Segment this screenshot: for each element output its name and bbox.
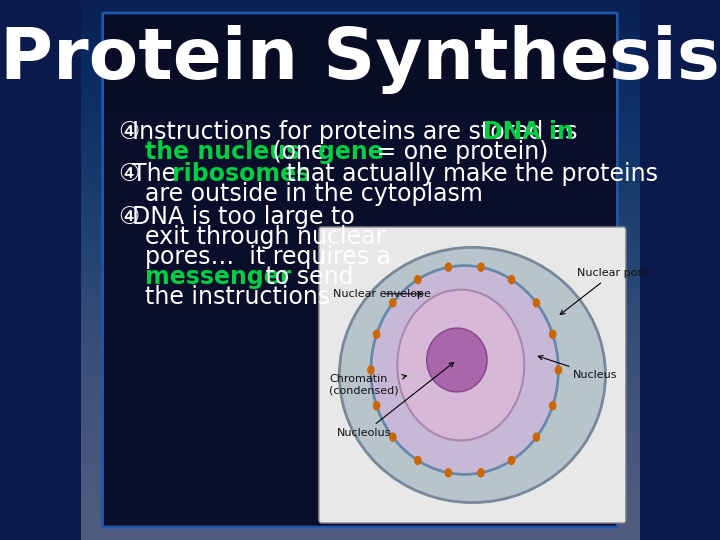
- Text: Nuclear envelope: Nuclear envelope: [333, 289, 431, 299]
- Text: gene: gene: [318, 140, 383, 164]
- Circle shape: [549, 330, 556, 338]
- Text: DNA in: DNA in: [483, 120, 574, 144]
- Text: (one: (one: [265, 140, 333, 164]
- Circle shape: [445, 469, 451, 477]
- Circle shape: [549, 402, 556, 410]
- Text: ④: ④: [118, 162, 139, 186]
- Text: The: The: [132, 162, 184, 186]
- Text: the instructions: the instructions: [145, 285, 330, 309]
- Circle shape: [415, 275, 421, 284]
- Circle shape: [445, 263, 451, 271]
- Text: pores…  it requires a: pores… it requires a: [145, 245, 390, 269]
- Circle shape: [478, 263, 484, 271]
- Circle shape: [555, 366, 562, 374]
- Text: DNA is too large to: DNA is too large to: [132, 205, 355, 229]
- Circle shape: [534, 433, 539, 441]
- Ellipse shape: [427, 328, 487, 392]
- Circle shape: [415, 456, 421, 464]
- Text: = one protein): = one protein): [369, 140, 548, 164]
- FancyBboxPatch shape: [103, 13, 617, 527]
- Text: exit through nuclear: exit through nuclear: [145, 225, 384, 249]
- Text: ④: ④: [118, 205, 139, 229]
- Text: the nucleus: the nucleus: [145, 140, 300, 164]
- Circle shape: [390, 299, 396, 307]
- Text: ④: ④: [118, 120, 139, 144]
- Text: Nuclear pore: Nuclear pore: [560, 268, 649, 314]
- Text: to send: to send: [258, 265, 354, 289]
- Text: Protein Synthesis: Protein Synthesis: [0, 25, 720, 94]
- Text: ribosomes: ribosomes: [172, 162, 310, 186]
- Ellipse shape: [339, 247, 606, 503]
- Circle shape: [478, 469, 484, 477]
- Ellipse shape: [371, 266, 559, 475]
- Circle shape: [390, 433, 396, 441]
- Text: are outside in the cytoplasm: are outside in the cytoplasm: [145, 182, 482, 206]
- Text: that actually make the proteins: that actually make the proteins: [279, 162, 658, 186]
- Circle shape: [368, 366, 374, 374]
- Ellipse shape: [397, 289, 524, 441]
- Circle shape: [534, 299, 539, 307]
- Circle shape: [374, 330, 379, 338]
- Text: Nucleus: Nucleus: [539, 355, 618, 380]
- Text: Chromatin
(condensed): Chromatin (condensed): [329, 374, 407, 396]
- Circle shape: [508, 275, 515, 284]
- Text: Instructions for proteins are stored as: Instructions for proteins are stored as: [132, 120, 585, 144]
- Text: messenger: messenger: [145, 265, 291, 289]
- FancyBboxPatch shape: [104, 15, 616, 110]
- Text: Nucleolus: Nucleolus: [337, 362, 454, 438]
- FancyBboxPatch shape: [319, 227, 626, 523]
- Circle shape: [508, 456, 515, 464]
- Circle shape: [374, 402, 379, 410]
